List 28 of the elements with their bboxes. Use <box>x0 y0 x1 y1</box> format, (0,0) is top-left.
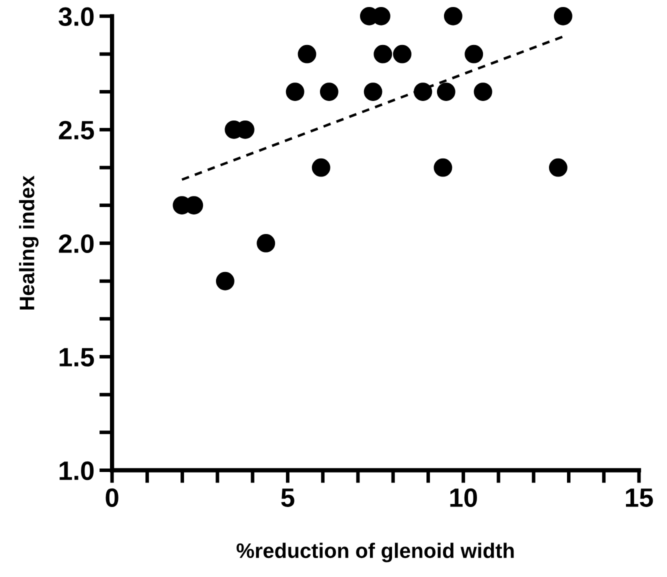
point <box>434 158 452 177</box>
point <box>320 82 338 101</box>
point <box>474 82 492 101</box>
point <box>286 82 304 101</box>
point <box>312 158 330 177</box>
x-tick-label: 15 <box>626 488 653 507</box>
x-tick-label: 0 <box>106 488 118 507</box>
x-tick-label: 5 <box>281 488 294 507</box>
y-tick-label: 1.5 <box>60 348 94 367</box>
y-tick-label: 2.0 <box>58 234 94 254</box>
x-axis-title: %reduction of glenoid width <box>236 542 514 562</box>
point <box>393 44 412 64</box>
point <box>436 82 456 101</box>
point <box>364 82 382 101</box>
y-tick-label: 1.0 <box>60 461 94 480</box>
point <box>374 44 392 64</box>
point <box>216 272 234 290</box>
point <box>554 6 572 26</box>
point <box>414 82 432 101</box>
point <box>256 234 276 252</box>
y-axis-title: Healing index <box>19 176 39 310</box>
point <box>444 6 462 26</box>
y-tick-label: 2.5 <box>58 120 94 140</box>
point <box>298 44 316 64</box>
x-tick-label: 10 <box>450 488 477 507</box>
point <box>464 44 484 64</box>
y-tick-label: 3.0 <box>58 7 94 26</box>
point <box>548 158 568 177</box>
